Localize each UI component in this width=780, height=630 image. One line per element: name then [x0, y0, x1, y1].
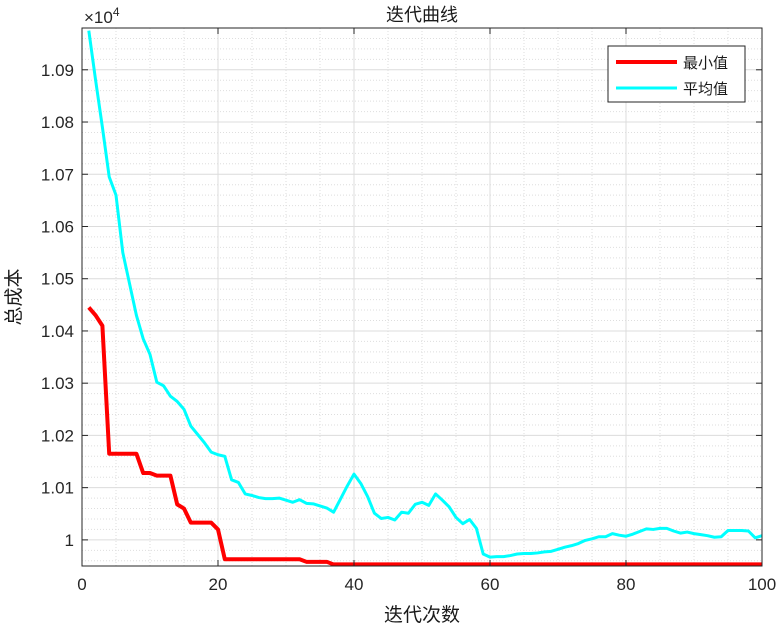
y-tick-label: 1.09: [41, 61, 74, 80]
series-layer: [87, 30, 763, 567]
y-tick-label: 1.03: [41, 374, 74, 393]
x-tick-label: 100: [748, 575, 776, 594]
plot-frame: [81, 27, 763, 567]
y-tick-label: 1.04: [41, 322, 74, 341]
legend-box: [607, 45, 746, 103]
x-tick-label: 0: [77, 575, 86, 594]
chart-title: 迭代曲线: [386, 5, 458, 26]
y-axis-exponent-power: 4: [113, 5, 120, 19]
x-tick-label: 40: [345, 575, 364, 594]
y-tick-label: 1.05: [41, 270, 74, 289]
y-axis-exponent-base: ×10: [84, 8, 113, 27]
legend-label-min: 最小值: [683, 54, 728, 72]
y-tick-label: 1.02: [41, 426, 74, 445]
series-line-min: [87, 306, 762, 567]
y-tick-label: 1.01: [41, 479, 74, 498]
x-axis-label: 迭代次数: [384, 604, 460, 626]
y-axis-exponent: ×104: [84, 5, 120, 27]
y-tick-label: 1.08: [41, 113, 74, 132]
y-tick-label: 1: [65, 531, 74, 550]
grid: [81, 27, 763, 566]
legend: 最小值 平均值: [607, 45, 746, 103]
y-tick-label: 1.06: [41, 217, 74, 236]
legend-label-mean: 平均值: [683, 80, 728, 98]
x-tick-label: 60: [481, 575, 500, 594]
ticks: 0 20 40 60 80 100 1 1.01 1.02 1.03 1.04 1.05 1.06 1.0…: [41, 28, 776, 594]
x-tick-label: 80: [617, 575, 636, 594]
y-axis-label: 总成本: [3, 268, 25, 325]
x-tick-label: 20: [209, 575, 228, 594]
y-tick-label: 1.07: [41, 165, 74, 184]
series-line-mean: [87, 30, 763, 559]
